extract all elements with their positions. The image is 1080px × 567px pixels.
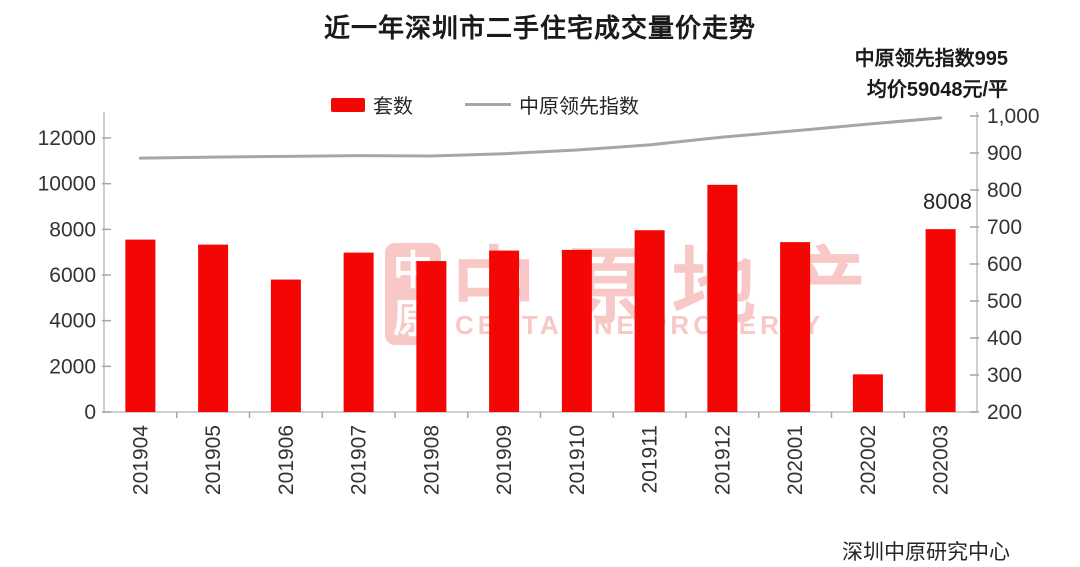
right-axis-tick-label: 800 bbox=[987, 179, 1022, 202]
legend: 套数 中原领先指数 bbox=[0, 90, 970, 119]
bar-201908 bbox=[416, 261, 447, 412]
line-series-swatch bbox=[465, 103, 511, 106]
x-axis-category-label: 202002 bbox=[857, 425, 880, 495]
right-axis-tick-label: 900 bbox=[987, 142, 1022, 165]
annotation-block: 中原领先指数995 均价59048元/平 bbox=[855, 44, 1008, 106]
bar-201907 bbox=[343, 252, 374, 412]
x-axis-category-label: 201908 bbox=[420, 425, 443, 495]
x-axis-category-label: 202001 bbox=[784, 425, 807, 495]
right-axis-tick-label: 1,000 bbox=[987, 105, 1040, 128]
left-axis-tick-label: 6000 bbox=[49, 264, 96, 287]
x-axis-category-label: 202003 bbox=[930, 425, 953, 495]
x-axis-category-label: 201910 bbox=[566, 425, 589, 495]
x-axis-category-label: 201906 bbox=[275, 425, 298, 495]
right-axis-tick-label: 200 bbox=[987, 401, 1022, 424]
bar-201904 bbox=[125, 239, 156, 412]
legend-bar-label: 套数 bbox=[373, 96, 413, 118]
bar-201910 bbox=[561, 249, 592, 412]
bar-201906 bbox=[270, 279, 301, 412]
bar-202003 bbox=[925, 229, 956, 412]
annotation-avg-price: 均价59048元/平 bbox=[866, 79, 1008, 101]
right-axis-tick-label: 500 bbox=[987, 290, 1022, 313]
x-axis-category-label: 201912 bbox=[711, 425, 734, 495]
left-axis-tick-label: 4000 bbox=[49, 310, 96, 333]
bar-201905 bbox=[198, 244, 229, 412]
x-axis-category-label: 201911 bbox=[639, 425, 662, 494]
right-axis-tick-label: 300 bbox=[987, 364, 1022, 387]
last-bar-data-label: 8008 bbox=[923, 189, 972, 214]
left-axis-tick-label: 8000 bbox=[49, 218, 96, 241]
x-axis-category-label: 201905 bbox=[202, 425, 225, 495]
legend-item-line: 中原领先指数 bbox=[465, 90, 639, 119]
source-label: 深圳中原研究中心 bbox=[842, 541, 1010, 564]
bar-201909 bbox=[489, 250, 520, 412]
x-axis-category-label: 201907 bbox=[348, 425, 371, 495]
bar-202002 bbox=[852, 374, 883, 412]
left-axis-tick-label: 0 bbox=[84, 401, 96, 424]
legend-item-bar: 套数 bbox=[331, 90, 413, 119]
left-axis-tick-label: 10000 bbox=[38, 173, 96, 196]
bar-201912 bbox=[707, 184, 738, 412]
annotation-index: 中原领先指数995 bbox=[854, 48, 1008, 70]
legend-line-label: 中原领先指数 bbox=[519, 96, 639, 118]
chart-title: 近一年深圳市二手住宅成交量价走势 bbox=[323, 13, 756, 43]
index-line-series bbox=[138, 116, 943, 160]
x-axis-category-label: 201909 bbox=[493, 425, 516, 495]
right-axis-tick-label: 400 bbox=[987, 327, 1022, 350]
bar-202001 bbox=[780, 242, 811, 412]
bar-201911 bbox=[634, 230, 665, 412]
left-axis-tick-label: 12000 bbox=[38, 127, 96, 150]
x-axis-category-label: 201904 bbox=[129, 425, 152, 495]
left-axis-tick-label: 2000 bbox=[49, 355, 96, 378]
bar-series-swatch bbox=[331, 97, 365, 112]
right-axis-tick-label: 700 bbox=[987, 216, 1022, 239]
right-axis-tick-label: 600 bbox=[987, 253, 1022, 276]
